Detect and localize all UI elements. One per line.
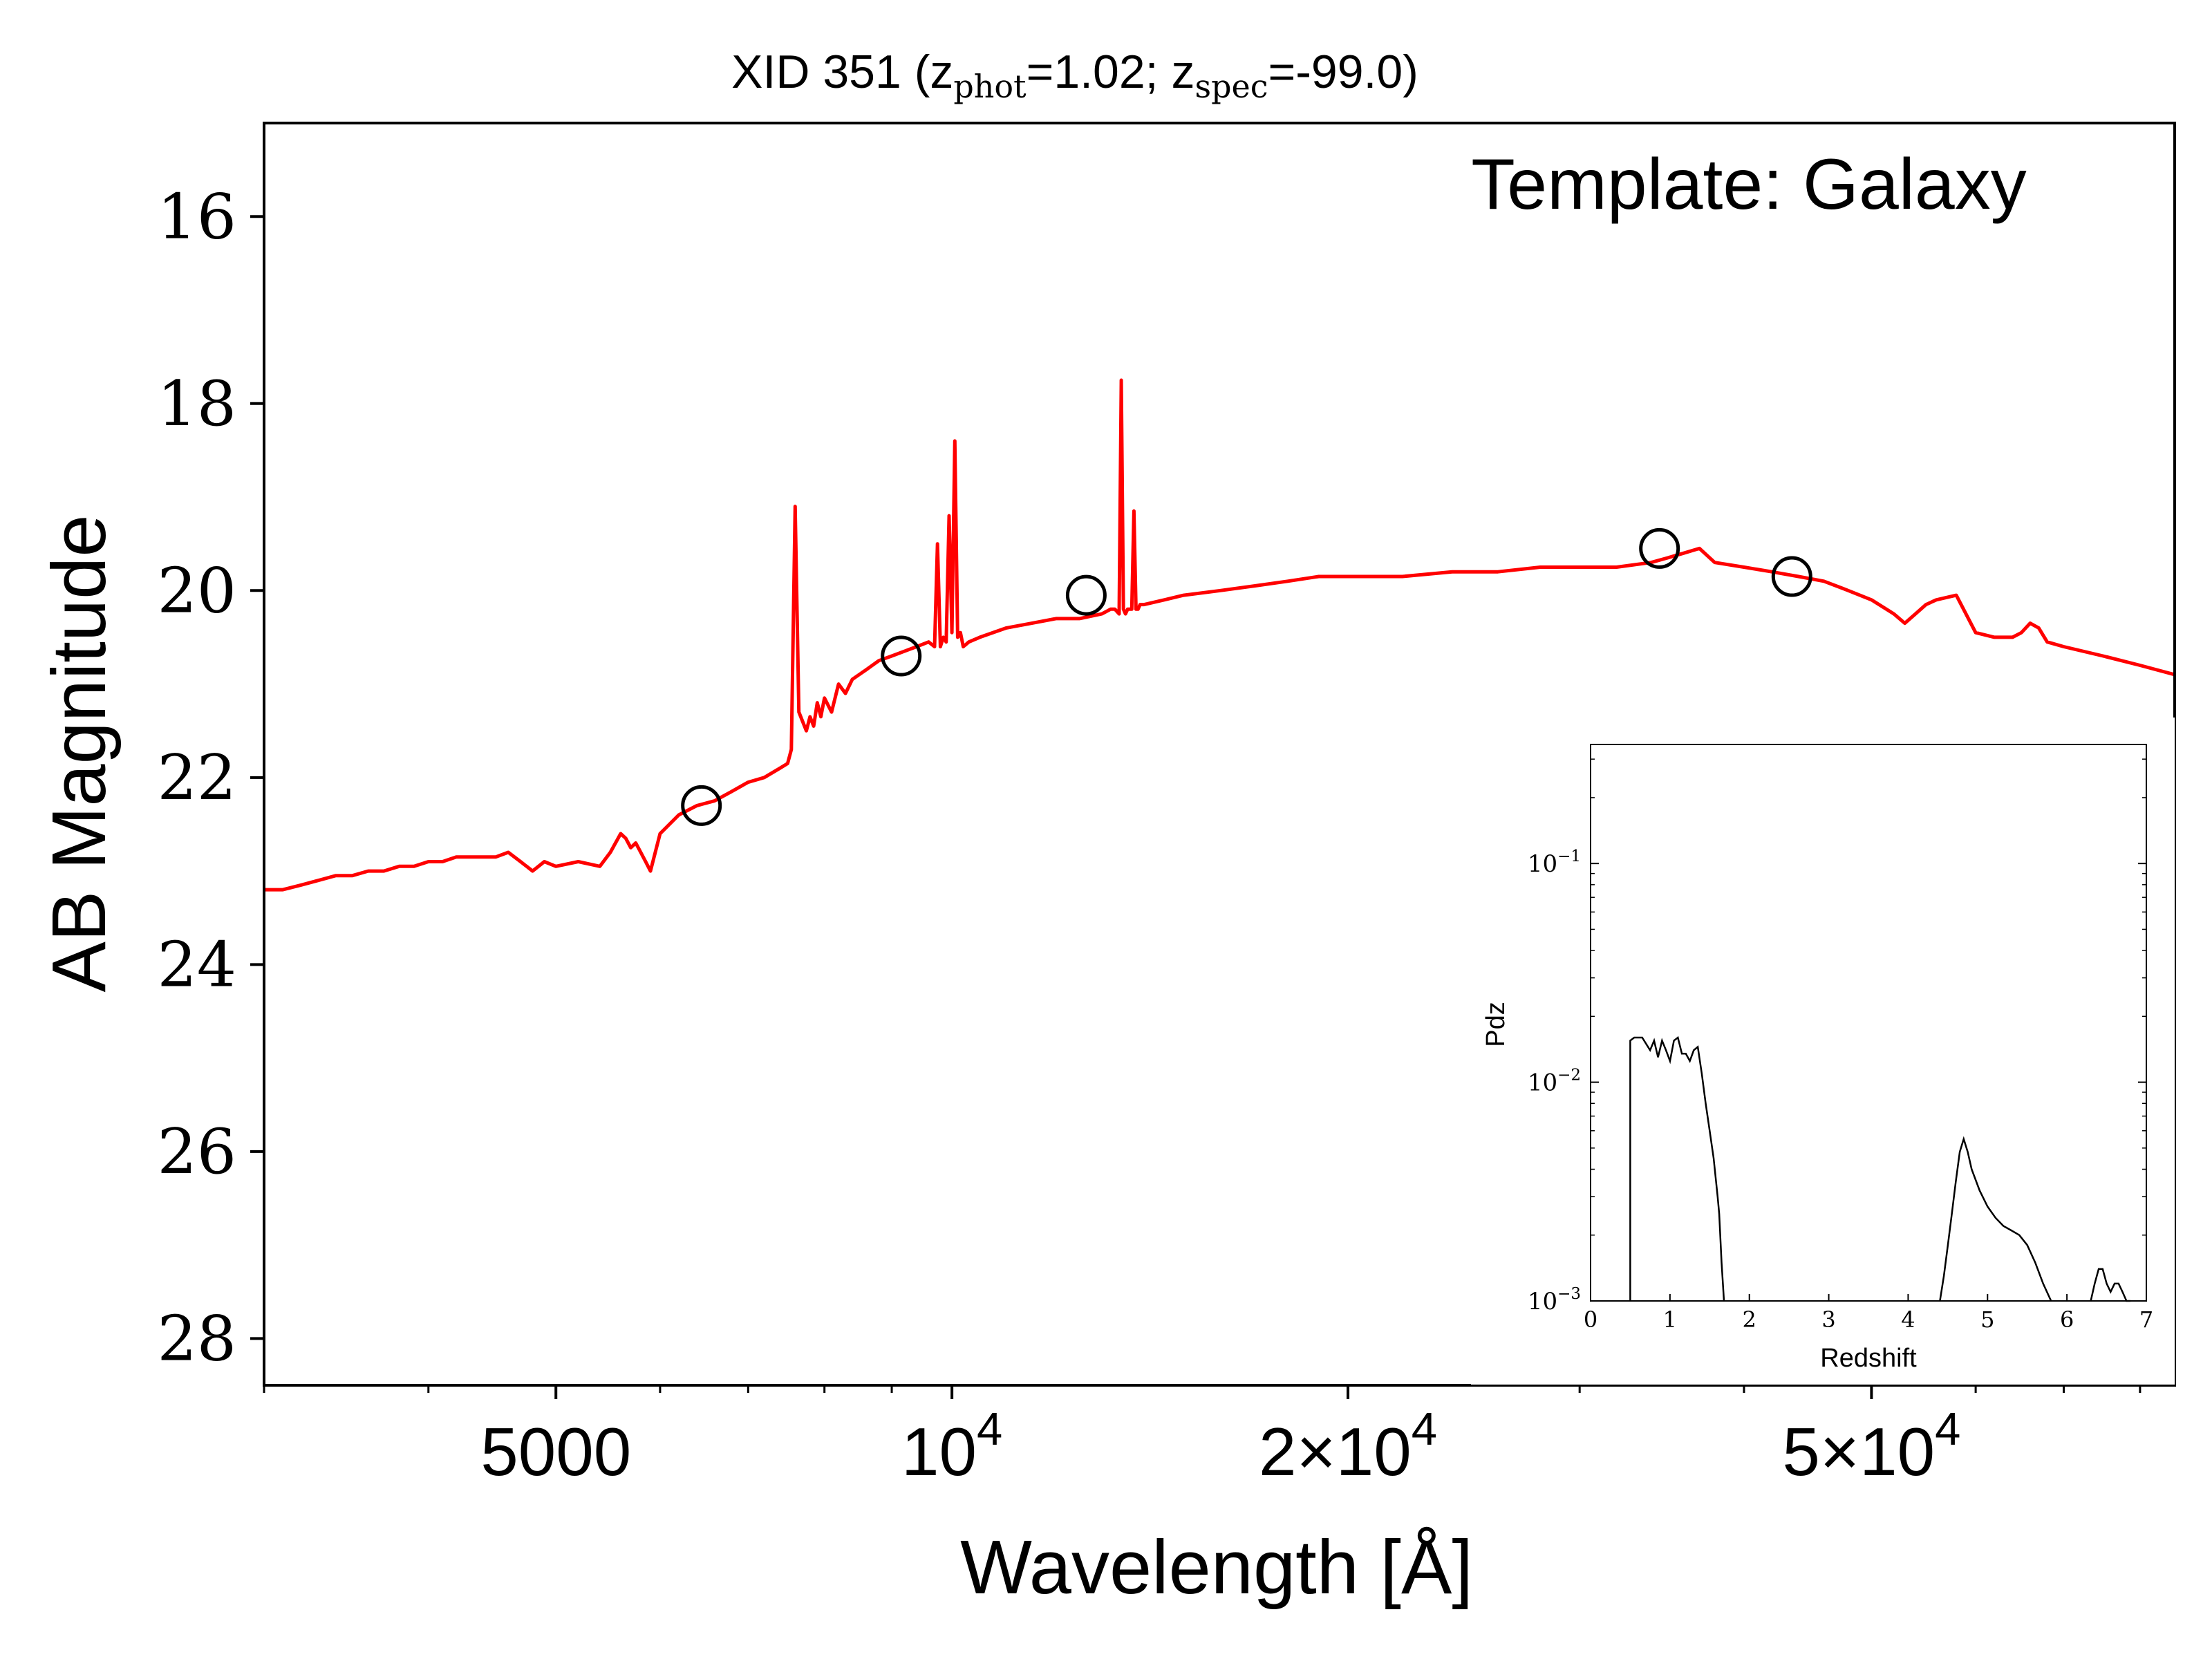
- inset-x-axis-label: Redshift: [1820, 1344, 1917, 1373]
- y-tick-label-6: 28: [157, 1302, 236, 1375]
- template-annotation: Template: Galaxy: [1471, 144, 2026, 225]
- photometry-point-3: [1639, 527, 1680, 569]
- inset-x-tick-label-2: 2: [1743, 1306, 1756, 1333]
- chart-title-prefix: XID 351 (z: [731, 46, 953, 98]
- chart-title-sub-spec: spec: [1194, 68, 1268, 105]
- photometry-point-0: [681, 785, 722, 826]
- inset-background: [1471, 718, 2175, 1385]
- y-tick-label-1-text: 18: [157, 368, 236, 440]
- x-axis-label: Wavelength [Å]: [960, 1525, 1473, 1610]
- chart-title-sub-phot: phot: [953, 68, 1027, 105]
- x-tick-label-1-text: 10: [901, 1414, 977, 1490]
- inset-y-tick-label-1: 10−2: [1528, 1067, 1581, 1097]
- y-tick-label-1: 18: [157, 368, 236, 440]
- inset-axis-ticks: 0 1 2 3 4 5 6 710−310−210−1: [1528, 758, 2153, 1333]
- x-tick-label-0: 5000: [480, 1414, 631, 1490]
- x-tick-label-2-exponent: 4: [1412, 1403, 1437, 1455]
- inset-y-tick-label-2-text: 10: [1528, 850, 1557, 878]
- inset-x-tick-label-5-text: 5: [1980, 1306, 1994, 1333]
- inset-x-tick-label-4: 4: [1901, 1306, 1915, 1333]
- y-tick-label-3-text: 22: [157, 742, 236, 814]
- y-tick-label-5-text: 26: [157, 1116, 236, 1188]
- y-axis-label: AB Magnitude: [37, 515, 122, 993]
- y-tick-label-6-text: 28: [157, 1302, 236, 1375]
- y-tick-label-4-text: 24: [157, 928, 236, 1001]
- photometry-point-1: [881, 635, 922, 677]
- chart-title-mid: =1.02; z: [1027, 46, 1195, 98]
- inset-x-tick-label-7: 7: [2139, 1306, 2153, 1333]
- pdz-curve-segment-2: [2090, 1268, 2130, 1302]
- inset-plot-frame: [1590, 744, 2147, 1302]
- inset-y-tick-label-1-text: 10: [1528, 1069, 1557, 1097]
- chart-title-suffix: =-99.0): [1268, 46, 1418, 98]
- inset-x-tick-label-4-text: 4: [1901, 1306, 1915, 1333]
- template-spectrum-line: [264, 378, 2175, 892]
- inset-y-axis-label: Pdz: [1481, 1002, 1510, 1047]
- x-tick-label-2-text: 2×10: [1259, 1414, 1412, 1490]
- y-tick-label-0-text: 16: [157, 180, 236, 253]
- pdz-curve-segment-1: [1939, 1136, 2052, 1302]
- inset-y-tick-label-1-exponent: −2: [1557, 1067, 1581, 1085]
- inset-series-group: [1629, 1035, 2130, 1302]
- x-tick-label-1: 104: [901, 1403, 1002, 1490]
- main-series-group: [264, 378, 2175, 892]
- x-tick-label-3: 5×104: [1782, 1403, 1960, 1490]
- photometry-point-4: [1771, 556, 1812, 597]
- inset-x-tick-label-3-text: 3: [1821, 1306, 1835, 1333]
- inset-x-tick-label-5: 5: [1980, 1306, 1994, 1333]
- inset-y-tick-label-0: 10−3: [1528, 1285, 1581, 1315]
- inset-x-tick-label-3: 3: [1821, 1306, 1835, 1333]
- chart-title: XID 351 (zphot=1.02; zspec=-99.0): [731, 46, 1418, 105]
- x-tick-label-3-text: 5×10: [1782, 1414, 1935, 1490]
- y-tick-label-2-text: 20: [157, 554, 236, 627]
- x-tick-label-2: 2×104: [1259, 1403, 1437, 1490]
- inset-x-tick-label-2-text: 2: [1743, 1306, 1756, 1333]
- y-tick-label-5: 26: [157, 1116, 236, 1188]
- inset-y-tick-label-0-text: 10: [1528, 1288, 1557, 1315]
- inset-x-tick-label-6: 6: [2060, 1306, 2074, 1333]
- inset-x-tick-label-6-text: 6: [2060, 1306, 2074, 1333]
- photometry-point-2: [1065, 574, 1107, 616]
- y-tick-label-4: 24: [157, 928, 236, 1001]
- inset-y-tick-label-0-exponent: −3: [1557, 1285, 1581, 1303]
- y-tick-label-0: 16: [157, 180, 236, 253]
- inset-x-tick-label-0: 0: [1584, 1306, 1597, 1333]
- x-tick-label-1-exponent: 4: [977, 1403, 1002, 1455]
- y-tick-label-2: 20: [157, 554, 236, 627]
- inset-x-tick-label-0-text: 0: [1584, 1306, 1597, 1333]
- pdz-curve-segment-0: [1629, 1035, 1725, 1302]
- x-tick-label-0-text: 5000: [480, 1414, 631, 1490]
- y-tick-label-3: 22: [157, 742, 236, 814]
- inset-y-tick-label-2: 10−1: [1528, 847, 1581, 878]
- x-tick-label-3-exponent: 4: [1935, 1403, 1960, 1455]
- inset-y-tick-label-2-exponent: −1: [1557, 847, 1581, 865]
- inset-x-tick-label-1: 1: [1663, 1306, 1677, 1333]
- inset-x-tick-label-7-text: 7: [2139, 1306, 2153, 1333]
- inset-x-tick-label-1-text: 1: [1663, 1306, 1677, 1333]
